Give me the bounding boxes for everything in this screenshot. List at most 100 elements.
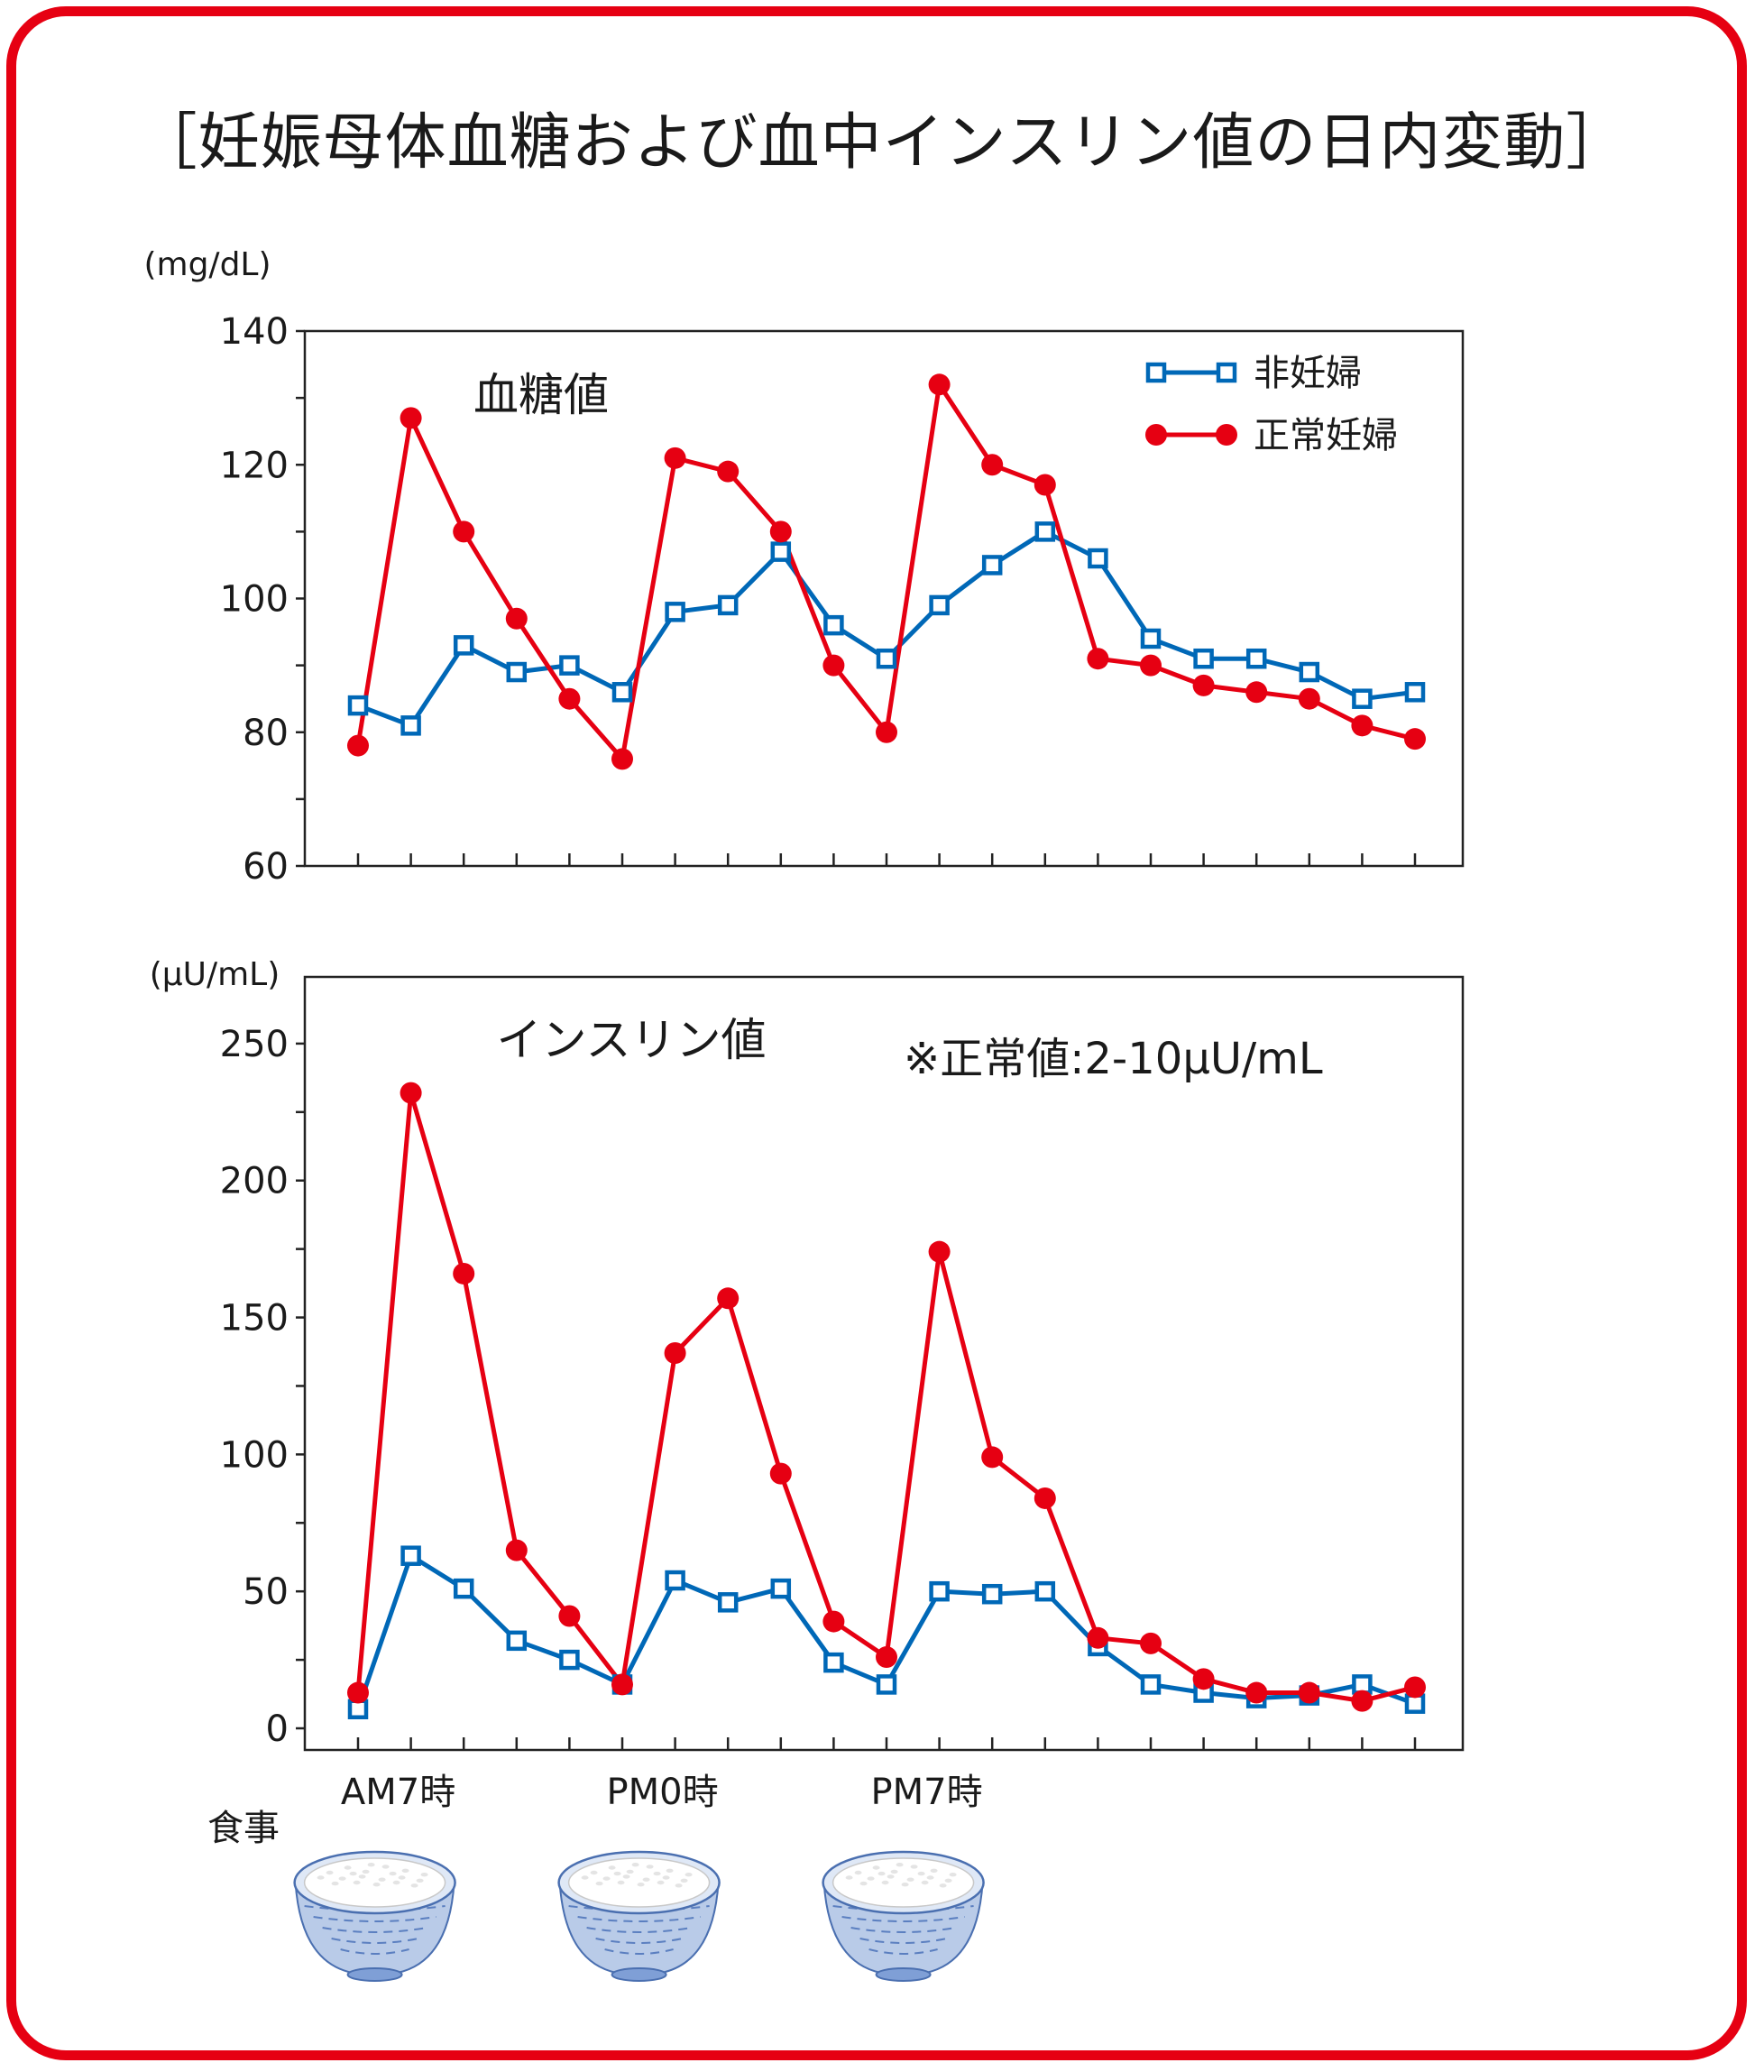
rice-grain xyxy=(331,1881,339,1886)
data-point-pregnant xyxy=(981,454,1004,476)
rice-grain xyxy=(317,1875,325,1880)
series-line-pregnant xyxy=(355,1091,1416,1704)
data-point-non-pregnant xyxy=(1352,688,1373,709)
bowl-pattern xyxy=(577,1916,701,1922)
rice-grain xyxy=(381,1865,390,1869)
rice-grain xyxy=(662,1875,670,1880)
data-point-pregnant xyxy=(876,1646,897,1669)
data-point-pregnant xyxy=(505,607,528,630)
rice-grain xyxy=(887,1874,895,1879)
data-point-non-pregnant xyxy=(506,661,528,683)
data-point-non-pregnant xyxy=(1140,1674,1162,1695)
data-point-pregnant xyxy=(400,1082,422,1104)
rice-grain xyxy=(631,1863,639,1867)
legend-label: 非妊婦 xyxy=(1254,353,1362,394)
rice-grain xyxy=(867,1876,875,1881)
rice-grain xyxy=(626,1869,634,1874)
data-point-non-pregnant xyxy=(665,602,685,622)
data-point-non-pregnant xyxy=(559,655,580,676)
rice-grain xyxy=(344,1865,352,1870)
data-point-non-pregnant xyxy=(400,1545,421,1566)
data-point-non-pregnant xyxy=(770,1578,792,1599)
rice-grain xyxy=(653,1871,661,1876)
rice-grain xyxy=(362,1869,370,1874)
data-point-non-pregnant xyxy=(453,635,474,656)
data-point-pregnant xyxy=(611,748,633,770)
data-point-pregnant xyxy=(769,1462,792,1485)
rice-grain xyxy=(910,1865,918,1869)
data-point-non-pregnant xyxy=(876,648,897,669)
time-label: AM7時 xyxy=(341,1772,455,1813)
rice-grain xyxy=(646,1865,654,1869)
bowl-pattern xyxy=(604,1948,674,1955)
rice-grain xyxy=(657,1880,665,1885)
chart-panel-2: 0 50 100 150 200 250 (μU/mL) インスリン値 ※正常値:2-10μU/… xyxy=(150,956,1465,1813)
rice-grain xyxy=(854,1870,862,1875)
rice-grain xyxy=(378,1877,386,1882)
data-point-non-pregnant xyxy=(1193,648,1214,669)
rice-grain xyxy=(684,1873,693,1877)
bowl-pattern xyxy=(595,1938,683,1944)
rice-grain xyxy=(617,1880,625,1885)
rice-grain xyxy=(939,1883,947,1888)
data-point-non-pregnant xyxy=(1404,682,1426,703)
rice-grain xyxy=(921,1880,929,1885)
data-point-pregnant xyxy=(1404,728,1426,751)
rice-bowl-icon xyxy=(293,1850,456,1982)
rice-grain xyxy=(859,1881,868,1886)
data-point-non-pregnant xyxy=(981,1583,1003,1605)
data-point-pregnant xyxy=(453,1262,475,1285)
bowl-pattern xyxy=(568,1905,710,1911)
data-point-pregnant xyxy=(400,407,422,429)
legend-marker-square xyxy=(1145,362,1167,383)
legend-label: 正常妊婦 xyxy=(1254,415,1398,456)
data-point-pregnant xyxy=(822,1610,845,1633)
data-point-non-pregnant xyxy=(665,1570,685,1591)
data-point-non-pregnant xyxy=(400,715,421,736)
bowl-pattern xyxy=(304,1905,446,1911)
rice-grain xyxy=(949,1873,957,1877)
data-point-pregnant xyxy=(717,1287,740,1310)
data-point-non-pregnant xyxy=(506,1630,528,1652)
data-point-pregnant xyxy=(769,520,792,543)
rice-grain xyxy=(872,1865,880,1870)
rice-grain xyxy=(416,1878,424,1883)
data-point-pregnant xyxy=(981,1446,1004,1469)
rice-grain xyxy=(595,1881,603,1886)
y-tick-label: 100 xyxy=(220,1434,289,1476)
data-point-pregnant xyxy=(1087,1626,1109,1649)
data-point-pregnant xyxy=(558,1605,581,1627)
data-point-pregnant xyxy=(1298,1681,1320,1704)
data-point-non-pregnant xyxy=(876,1674,897,1695)
data-point-pregnant xyxy=(1034,1487,1056,1509)
data-point-pregnant xyxy=(928,373,951,396)
page-title: ［妊娠母体血糖および血中インスリン値の日内変動］ xyxy=(135,107,1629,179)
rice-grain xyxy=(581,1875,589,1880)
bowl-pattern xyxy=(859,1938,947,1944)
rice-grain xyxy=(420,1873,428,1877)
data-point-pregnant xyxy=(1351,1690,1374,1712)
rice-bowl-icon xyxy=(822,1850,985,1982)
rice-grain xyxy=(398,1875,406,1880)
y-tick-label: 120 xyxy=(220,445,289,486)
rice-grain xyxy=(901,1883,909,1887)
rice-grain xyxy=(349,1871,357,1876)
data-point-pregnant xyxy=(453,520,475,543)
data-point-pregnant xyxy=(876,721,897,743)
data-point-pregnant xyxy=(1140,654,1162,677)
time-label: PM7時 xyxy=(871,1772,983,1813)
data-point-pregnant xyxy=(717,460,740,483)
meal-label: 食事 xyxy=(207,1808,280,1849)
bowl-foot xyxy=(875,1967,932,1982)
rice-grain xyxy=(637,1883,645,1887)
data-point-pregnant xyxy=(1351,714,1374,737)
data-point-non-pregnant xyxy=(453,1578,474,1599)
data-point-non-pregnant xyxy=(929,594,950,616)
bowl-foot xyxy=(346,1967,403,1982)
data-point-pregnant xyxy=(1034,474,1056,496)
bowl-pattern xyxy=(331,1938,418,1944)
rice-grain xyxy=(392,1880,400,1885)
rice-grain xyxy=(930,1868,938,1873)
